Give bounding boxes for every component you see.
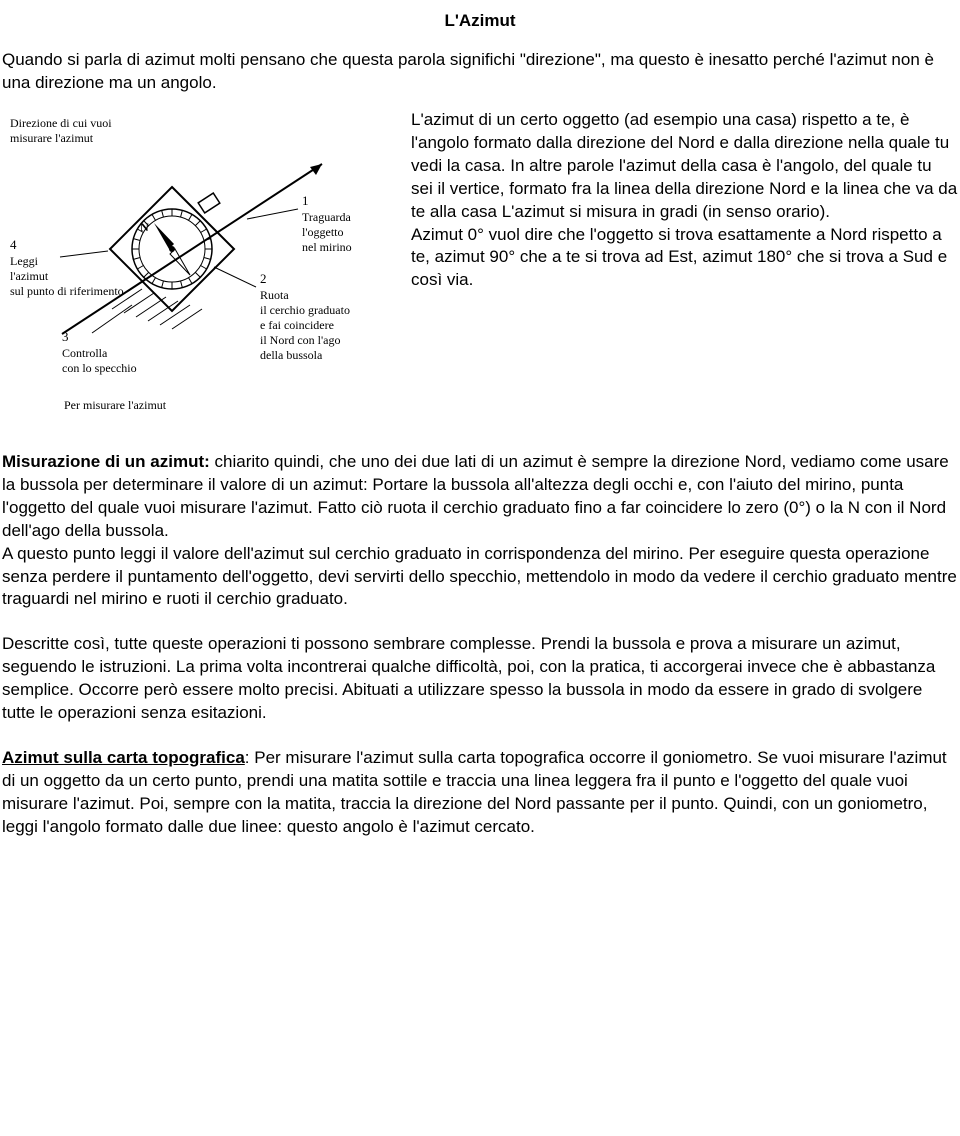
svg-text:il Nord con l'ago: il Nord con l'ago: [260, 333, 340, 347]
svg-text:nel mirino: nel mirino: [302, 240, 352, 254]
intro-paragraph: Quando si parla di azimut molti pensano …: [2, 49, 958, 95]
svg-text:Per misurare l'azimut: Per misurare l'azimut: [64, 398, 167, 412]
svg-text:Direzione di cui vuoi: Direzione di cui vuoi: [10, 116, 112, 130]
svg-text:e fai coincidere: e fai coincidere: [260, 318, 334, 332]
svg-text:Traguarda: Traguarda: [302, 210, 352, 224]
svg-text:3: 3: [62, 329, 69, 344]
svg-text:Leggi: Leggi: [10, 254, 39, 268]
svg-text:sul punto di riferimento: sul punto di riferimento: [10, 284, 124, 298]
svg-text:4: 4: [10, 237, 17, 252]
content-row: Direzione di cui vuoimisurare l'azimut N 1…: [2, 109, 958, 419]
svg-text:misurare l'azimut: misurare l'azimut: [10, 131, 94, 145]
measurement-body: chiarito quindi, che uno dei due lati di…: [2, 452, 957, 609]
svg-text:l'azimut: l'azimut: [10, 269, 49, 283]
svg-text:il cerchio graduato: il cerchio graduato: [260, 303, 350, 317]
svg-text:Ruota: Ruota: [260, 288, 289, 302]
svg-text:N: N: [140, 220, 149, 234]
measurement-label: Misurazione di un azimut:: [2, 452, 210, 471]
page-title: L'Azimut: [2, 10, 958, 33]
definition-paragraph: L'azimut di un certo oggetto (ad esempio…: [411, 109, 958, 293]
practice-section: Descritte così, tutte queste operazioni …: [2, 633, 958, 725]
svg-text:2: 2: [260, 271, 267, 286]
topographic-section: Azimut sulla carta topografica: Per misu…: [2, 747, 958, 839]
svg-text:con lo specchio: con lo specchio: [62, 361, 137, 375]
compass-diagram: Direzione di cui vuoimisurare l'azimut N 1…: [2, 109, 397, 419]
topographic-label: Azimut sulla carta topografica: [2, 748, 245, 767]
svg-text:della bussola: della bussola: [260, 348, 323, 362]
svg-text:l'oggetto: l'oggetto: [302, 225, 344, 239]
svg-text:Controlla: Controlla: [62, 346, 108, 360]
measurement-section: Misurazione di un azimut: chiarito quind…: [2, 451, 958, 612]
svg-text:1: 1: [302, 193, 309, 208]
